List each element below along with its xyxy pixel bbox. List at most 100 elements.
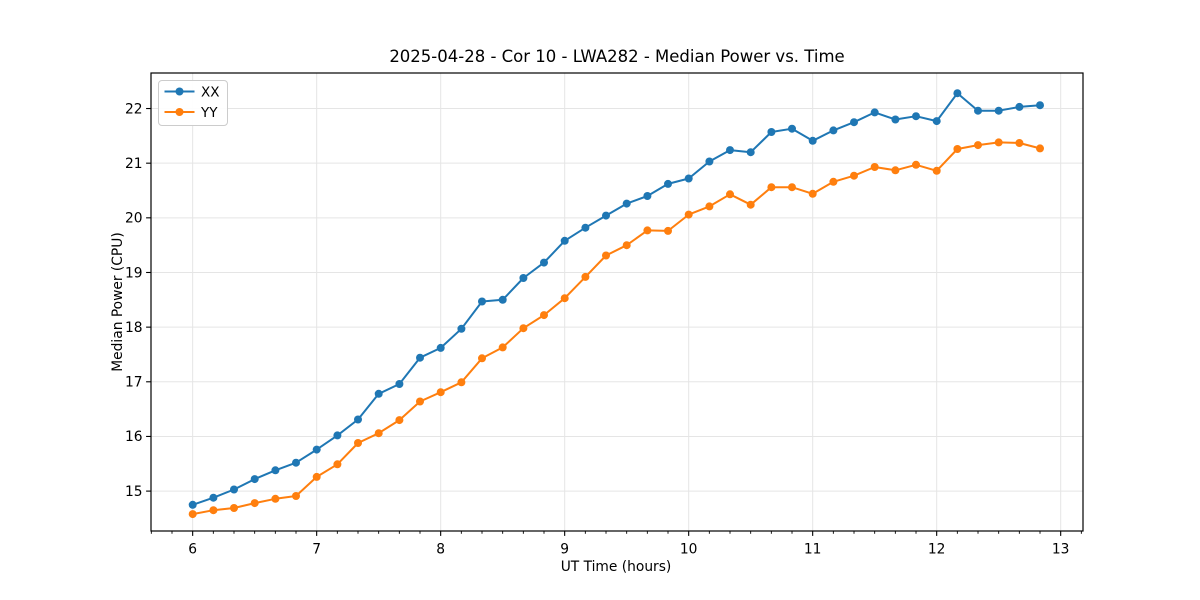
series-xx-point [932, 117, 941, 126]
series-yy-point [767, 183, 776, 192]
series-yy-point [974, 141, 982, 150]
series-yy-point [540, 311, 548, 320]
series-xx-point [188, 500, 197, 509]
legend-marker [175, 108, 184, 116]
legend-marker [175, 87, 184, 96]
series-yy-point [746, 200, 755, 209]
series-yy-point [250, 499, 259, 508]
series-yy-point [312, 472, 321, 481]
series-xx-point [664, 179, 672, 188]
series-xx-point [498, 295, 507, 304]
series-xx-point [602, 211, 610, 220]
series-yy-point [643, 226, 652, 235]
series-xx-point [643, 192, 652, 200]
series-xx-point [870, 108, 879, 117]
series-yy-point [230, 504, 238, 512]
x-tick-label: 6 [188, 542, 197, 558]
series-yy-point [684, 210, 693, 219]
series-yy-point [209, 506, 218, 515]
tick-labels: 6 7 8 9 10 11 12 13 15 16 17 18 19 20 21 22 [125, 101, 1070, 557]
series-yy-point [808, 189, 817, 198]
series-xx-point [746, 148, 755, 157]
series-yy-point [994, 138, 1003, 147]
axis-ticks [146, 107, 1082, 536]
series-xx-point [478, 297, 486, 306]
series-xx-point [312, 445, 321, 454]
series-xx-point [395, 380, 404, 388]
series-yy-point [292, 492, 300, 500]
series-xx-point [829, 126, 838, 135]
x-axis-label: UT Time (hours) [561, 559, 672, 575]
series-xx-point [953, 89, 962, 98]
series-xx-point [684, 174, 693, 183]
series-yy-point [188, 510, 197, 519]
y-tick-label: 18 [125, 320, 143, 336]
y-tick-label: 21 [125, 156, 143, 172]
series-xx-point [209, 493, 218, 502]
series-yy-point [932, 166, 941, 175]
series-xx-point [374, 389, 383, 398]
series-xx-point [726, 146, 734, 155]
x-tick-label: 11 [804, 542, 822, 558]
y-tick-label: 19 [125, 265, 143, 281]
series-yy-point [788, 183, 796, 192]
series-yy-point [622, 241, 631, 250]
series-yy-point [374, 429, 383, 438]
y-tick-label: 20 [125, 211, 143, 227]
series-xx-point [540, 258, 548, 267]
series-xx-point [519, 274, 528, 282]
series-yy-point [912, 160, 920, 169]
series-xx-point [436, 343, 445, 352]
series-xx-point [416, 353, 424, 362]
legend: XX YY [158, 80, 228, 126]
series-xx-point [808, 136, 817, 145]
series-xx-line [191, 92, 1041, 506]
series-yy-point [850, 171, 858, 180]
series-xx-point [891, 115, 900, 124]
grid [151, 73, 1083, 531]
series-yy-point [891, 166, 900, 175]
series-xx-point [767, 128, 776, 136]
series-yy-line [191, 141, 1041, 516]
x-tick-label: 10 [680, 542, 698, 558]
y-axis-label: Median Power (CPU) [110, 232, 126, 372]
series-xx-point [622, 199, 631, 208]
series-layer [188, 89, 1044, 519]
series-xx-point [1015, 102, 1024, 111]
series-xx-point [788, 124, 796, 133]
series-yy-point [726, 190, 734, 199]
series-yy-point [354, 439, 362, 447]
series-yy-point [416, 397, 424, 406]
series-xx-point [994, 106, 1003, 115]
series-xx-point [974, 106, 982, 115]
series-xx-point [705, 157, 714, 166]
chart-title: 2025-04-28 - Cor 10 - LWA282 - Median Po… [389, 47, 844, 66]
x-tick-label: 7 [312, 542, 321, 558]
series-yy-point [560, 294, 569, 303]
series-yy-point [602, 251, 610, 260]
legend-label-yy: YY [200, 105, 218, 121]
series-yy-point [333, 460, 342, 469]
y-tick-label: 15 [125, 484, 143, 500]
series-xx-point [581, 223, 590, 232]
series-yy-point [478, 354, 486, 363]
x-tick-label: 9 [560, 542, 569, 558]
x-tick-label: 8 [436, 542, 445, 558]
series-yy-point [436, 388, 445, 397]
series-xx-point [354, 415, 362, 424]
y-tick-label: 16 [125, 429, 143, 445]
series-xx-point [560, 236, 569, 245]
series-xx-point [292, 458, 300, 467]
series-yy-point [457, 378, 466, 387]
series-yy-point [870, 163, 879, 171]
series-yy-point [829, 177, 838, 186]
series-xx-point [333, 431, 342, 440]
series-yy-point [953, 145, 962, 153]
series-xx-point [457, 324, 466, 333]
series-yy-point [1015, 139, 1024, 147]
series-yy-point [705, 202, 714, 211]
series-yy-point [519, 324, 528, 333]
series-xx-point [912, 112, 920, 121]
series-yy-point [498, 343, 507, 352]
